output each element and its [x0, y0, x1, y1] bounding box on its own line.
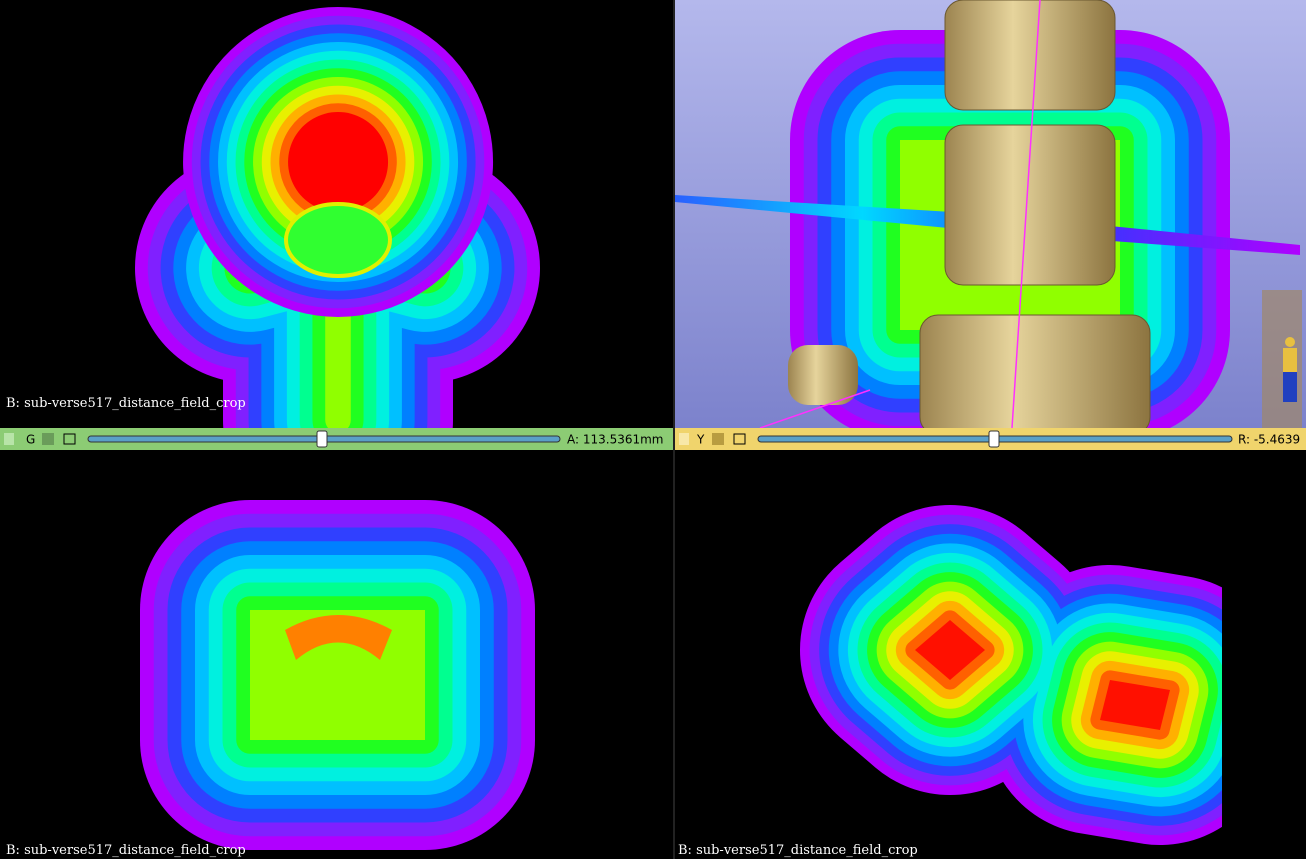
canal: [286, 204, 390, 276]
slider-bar: Y R: -5.4639: [675, 428, 1306, 450]
vertebra: [920, 315, 1150, 435]
link-button[interactable]: [42, 433, 54, 445]
orientation-head: [1285, 337, 1295, 347]
pin-button[interactable]: [679, 433, 689, 445]
field-core: [288, 112, 388, 212]
coronal-view: [250, 610, 425, 740]
view-name: G: [26, 433, 35, 447]
orientation-body: [1283, 348, 1297, 372]
slice-offset: A: 113.5361mm: [567, 433, 664, 447]
view-name: Y: [696, 433, 705, 447]
view-label: B: sub-verse517_distance_field_crop: [678, 843, 918, 858]
slider-thumb[interactable]: [317, 431, 327, 447]
slice-offset: R: -5.4639: [1238, 433, 1300, 447]
view-label: B: sub-verse517_distance_field_crop: [6, 843, 246, 858]
page: B: sub-verse517_distance_field_crop B: s…: [0, 0, 1306, 859]
pin-button[interactable]: [4, 433, 14, 445]
sagittal-view: [915, 620, 1170, 730]
link-button[interactable]: [712, 433, 724, 445]
slider-bar: G A: 113.5361mm: [0, 428, 673, 450]
divider: [673, 0, 675, 859]
process: [788, 345, 858, 405]
slicer-layout: B: sub-verse517_distance_field_crop B: s…: [0, 0, 1306, 859]
3d-view: [675, 0, 1306, 435]
orientation-legs: [1283, 372, 1297, 402]
slider-thumb[interactable]: [989, 431, 999, 447]
axial-view: [250, 112, 425, 420]
view-label: B: sub-verse517_distance_field_crop: [6, 396, 246, 411]
vertebra: [945, 0, 1115, 110]
